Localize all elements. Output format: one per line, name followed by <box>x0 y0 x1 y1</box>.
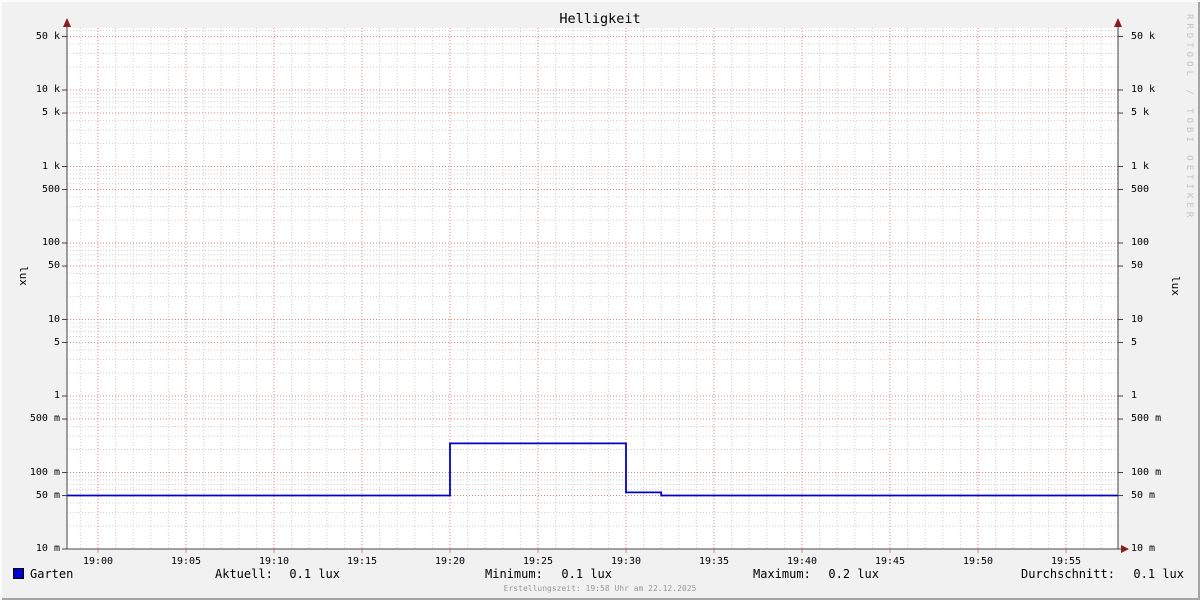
y-tick-label-left: 10 k <box>35 84 60 95</box>
legend-stat-maximum: Maximum: 0.2 lux <box>753 567 879 581</box>
y-tick-label-right: 10 <box>1131 313 1144 325</box>
x-tick-label: 19:55 <box>1050 556 1082 567</box>
x-tick-label: 19:35 <box>698 556 730 567</box>
stat-label: Aktuell: <box>215 567 273 581</box>
x-tick-label: 19:15 <box>346 556 378 567</box>
y-tick-label-right: 1 <box>1131 390 1138 401</box>
y-tick-label-right: 5 <box>1131 336 1138 348</box>
legend-color-swatch <box>13 568 24 579</box>
y-tick-label-left: 1 <box>53 390 60 401</box>
x-tick-label: 19:25 <box>522 556 554 567</box>
y-tick-label-right: 50 <box>1131 260 1144 272</box>
y-tick-label-left: 500 m <box>29 413 60 425</box>
y-axis-arrow-right <box>1114 18 1122 27</box>
plot-area <box>67 28 1118 549</box>
y-tick-label-left: 10 m <box>35 543 60 554</box>
y-tick-label-left: 10 <box>47 313 60 325</box>
y-axis-unit-right: lux <box>1169 276 1182 296</box>
stat-value: 0.1 lux <box>561 567 612 581</box>
y-tick-label-right: 50 k <box>1131 30 1156 42</box>
y-tick-label-left: 100 <box>41 237 60 248</box>
legend-stat-minimum: Minimum: 0.1 lux <box>485 567 612 581</box>
x-tick-label: 19:00 <box>82 556 114 567</box>
stat-value: 0.2 lux <box>828 567 879 581</box>
x-axis-arrow <box>1121 545 1129 553</box>
rrdtool-watermark: RRDTOOL / TOBI OETIKER <box>1184 14 1194 222</box>
x-tick-label: 19:45 <box>874 556 906 567</box>
y-tick-label-right: 100 m <box>1131 466 1162 478</box>
y-tick-label-left: 5 <box>53 336 60 348</box>
y-axis-unit-left: lux <box>17 266 30 286</box>
stat-label: Maximum: <box>753 567 811 581</box>
x-tick-label: 19:20 <box>434 556 466 567</box>
stat-label: Minimum: <box>485 567 543 581</box>
y-tick-label-right: 100 <box>1131 237 1150 248</box>
y-tick-label-left: 50 k <box>35 30 60 42</box>
stat-label: Durchschnitt: <box>1021 567 1115 581</box>
stat-value: 0.1 lux <box>1133 567 1184 581</box>
y-tick-label-left: 500 <box>41 183 60 195</box>
y-tick-label-right: 10 k <box>1131 84 1156 95</box>
legend-stat-durchschnitt: Durchschnitt: 0.1 lux <box>1021 567 1184 581</box>
legend-series-label: Garten <box>30 567 74 581</box>
data-line-garten <box>67 442 1118 497</box>
y-axis-arrow-left <box>63 18 71 27</box>
y-tick-label-right: 5 k <box>1131 107 1150 119</box>
x-tick-label: 19:30 <box>610 556 642 567</box>
x-tick-label: 19:10 <box>258 556 290 567</box>
x-tick-label: 19:40 <box>786 556 818 567</box>
stat-value: 0.1 lux <box>289 567 340 581</box>
y-tick-label-right: 50 m <box>1131 489 1156 501</box>
y-tick-label-right: 1 k <box>1131 160 1150 172</box>
legend-stat-aktuell: Aktuell: 0.1 lux <box>215 567 340 581</box>
x-tick-label: 19:05 <box>170 556 202 567</box>
y-tick-label-left: 100 m <box>29 466 60 478</box>
x-tick-label: 19:50 <box>962 556 994 567</box>
y-tick-label-left: 5 k <box>41 107 60 119</box>
y-tick-label-left: 50 m <box>35 489 60 501</box>
y-tick-label-right: 10 m <box>1131 543 1156 554</box>
y-tick-label-right: 500 <box>1131 183 1150 195</box>
y-tick-label-left: 50 <box>47 260 60 272</box>
y-tick-label-left: 1 k <box>41 160 60 172</box>
chart-title: Helligkeit <box>559 11 641 27</box>
y-tick-label-right: 500 m <box>1131 413 1162 425</box>
creation-timestamp: Erstellungszeit: 19:58 Uhr am 22.12.2025 <box>503 584 697 593</box>
